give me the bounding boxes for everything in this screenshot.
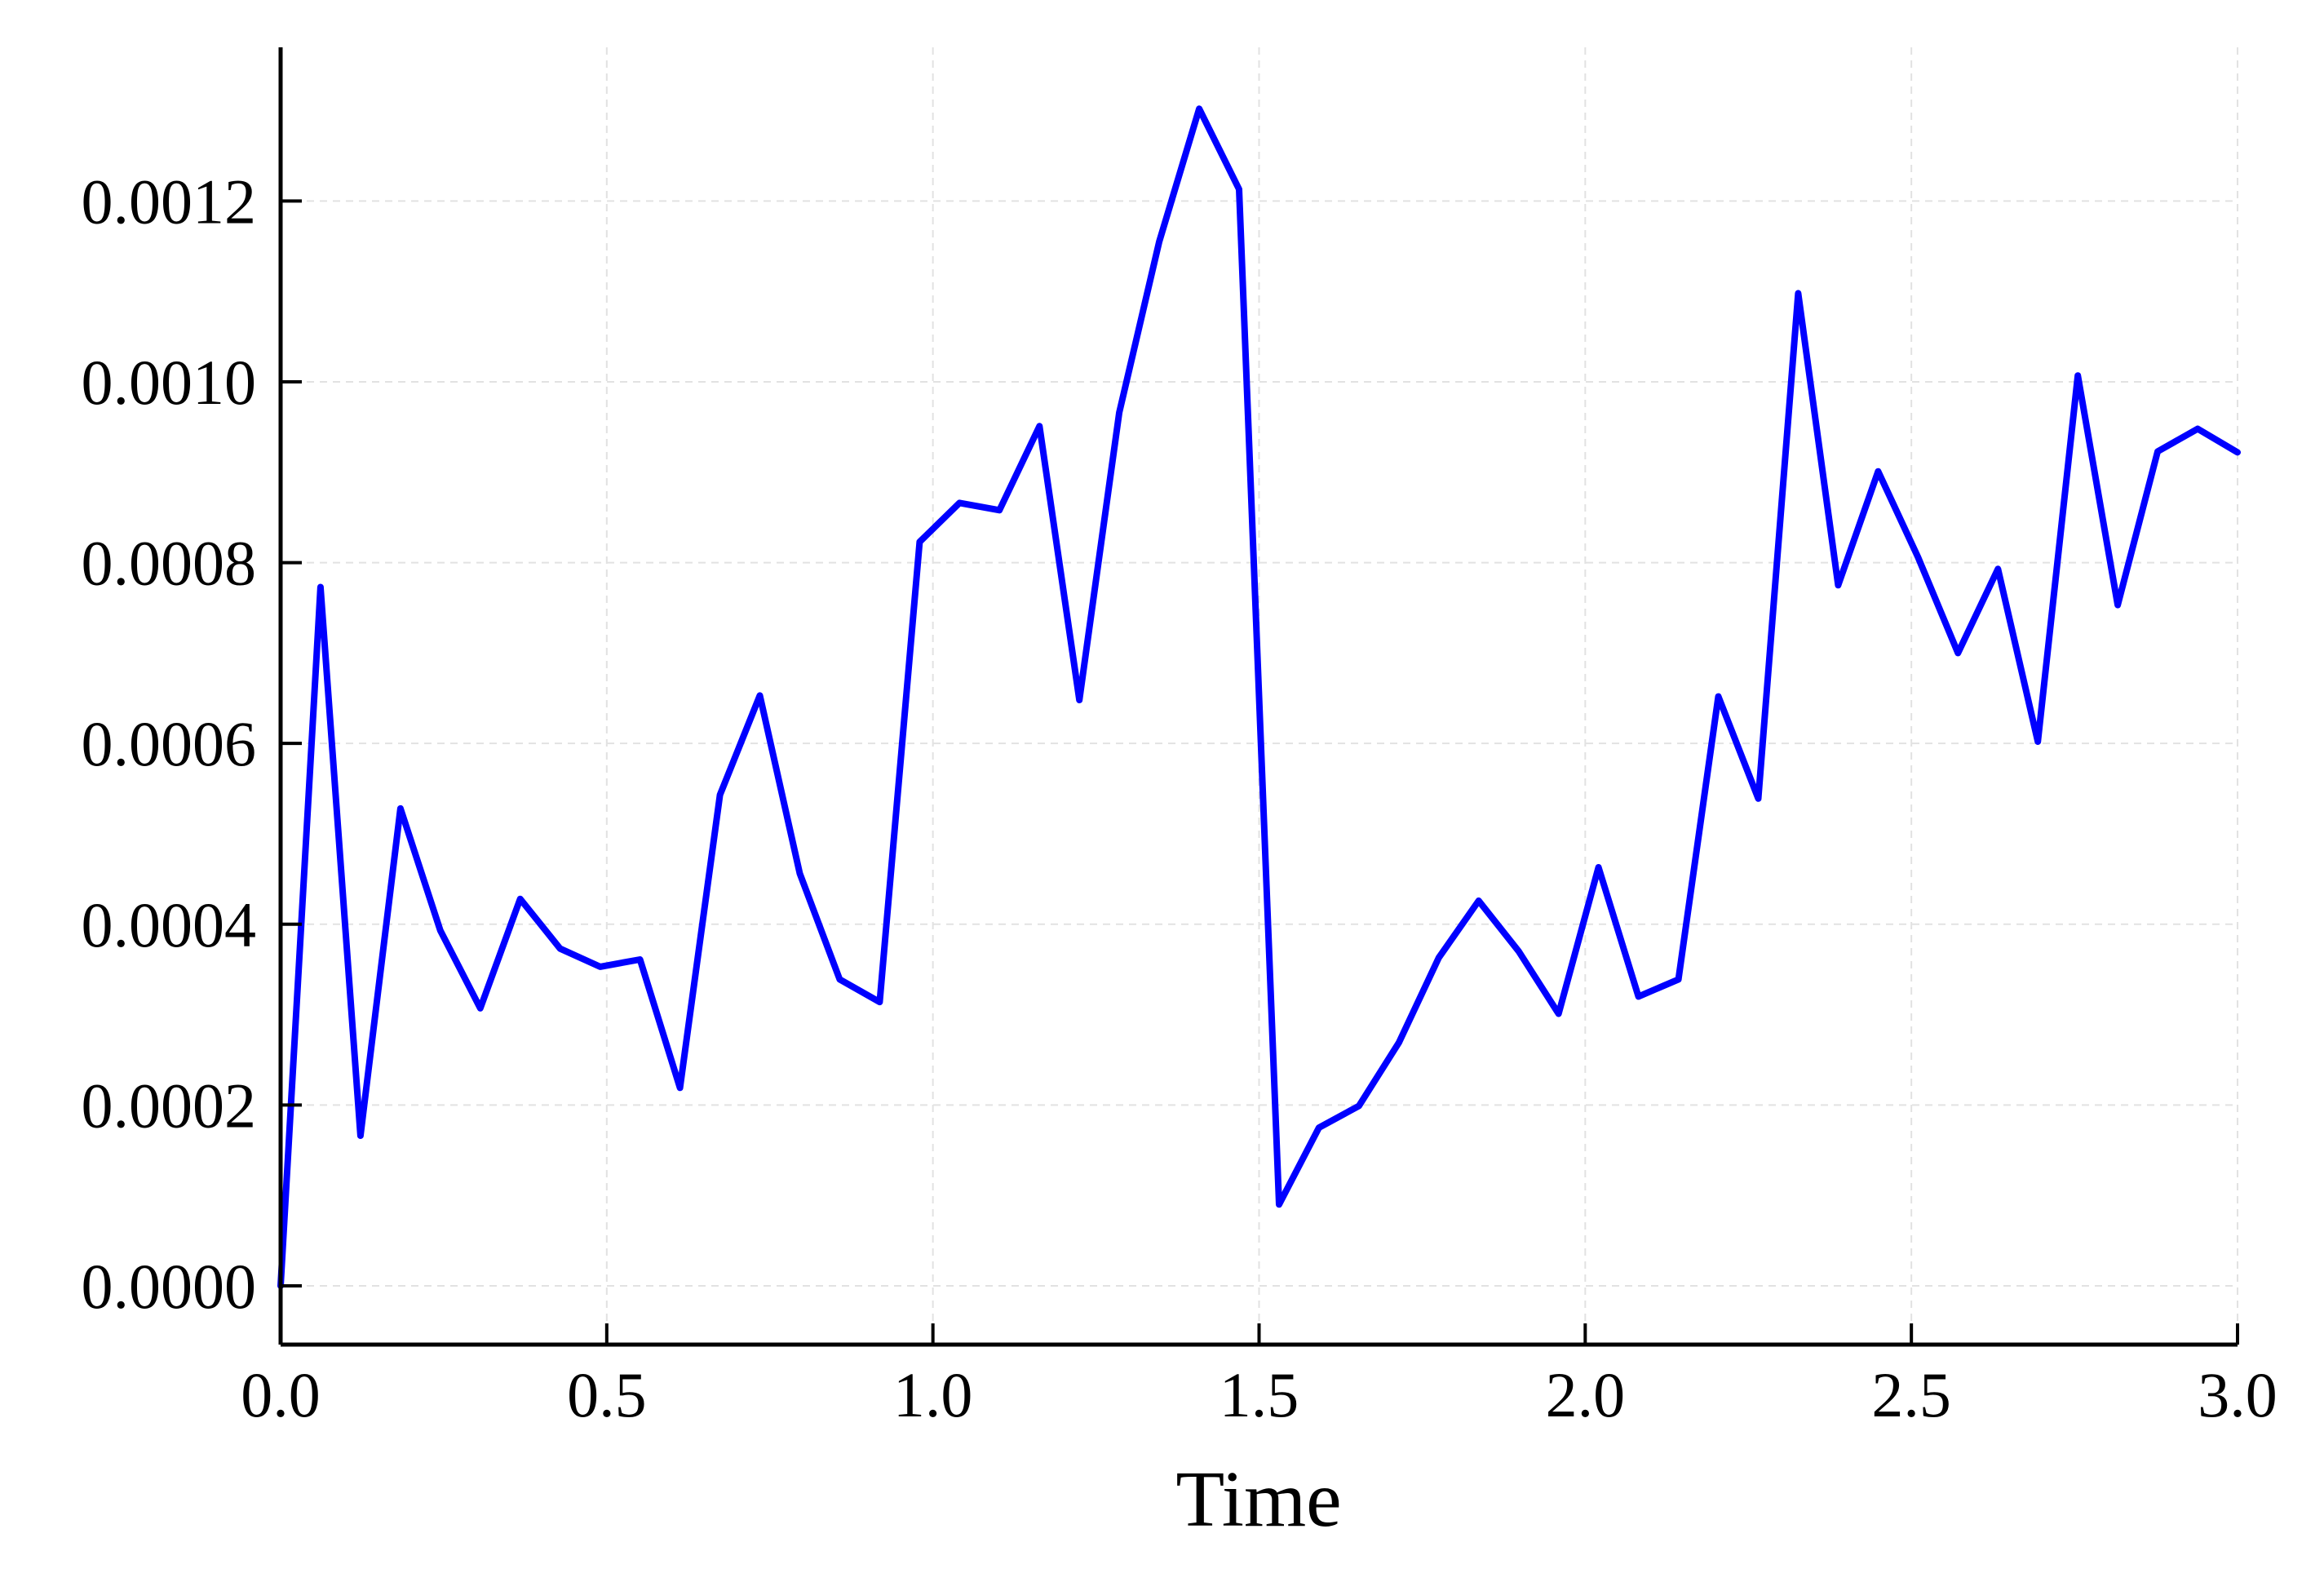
y-tick-label: 0.0012 <box>82 166 257 237</box>
x-tick-label: 0.0 <box>241 1359 321 1430</box>
x-axis-title: Time <box>1175 1456 1341 1544</box>
x-tick-label: 0.5 <box>567 1359 647 1430</box>
x-tick-label: 3.0 <box>2198 1359 2278 1430</box>
x-tick-label: 1.0 <box>893 1359 973 1430</box>
x-tick-label: 1.5 <box>1220 1359 1299 1430</box>
series <box>277 105 2241 1289</box>
ticks: 0.0 0.5 1.0 1.5 2.0 2.5 3.0 0.0000 0.0002 0.0004 0… <box>82 166 2278 1430</box>
y-tick-label: 0.0010 <box>82 347 257 418</box>
series-line <box>277 105 2241 1289</box>
y-tick-label: 0.0006 <box>82 708 257 779</box>
y-tick-label: 0.0008 <box>82 528 257 599</box>
x-tick-label: 2.0 <box>1546 1359 1626 1430</box>
y-tick-label: 0.0004 <box>82 889 257 960</box>
x-tick-label: 2.5 <box>1871 1359 1951 1430</box>
y-tick-label: 0.0000 <box>82 1251 257 1322</box>
y-tick-label: 0.0002 <box>82 1070 257 1141</box>
